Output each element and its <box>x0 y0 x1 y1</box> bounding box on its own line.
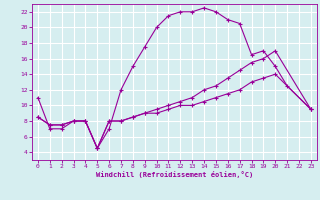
X-axis label: Windchill (Refroidissement éolien,°C): Windchill (Refroidissement éolien,°C) <box>96 171 253 178</box>
